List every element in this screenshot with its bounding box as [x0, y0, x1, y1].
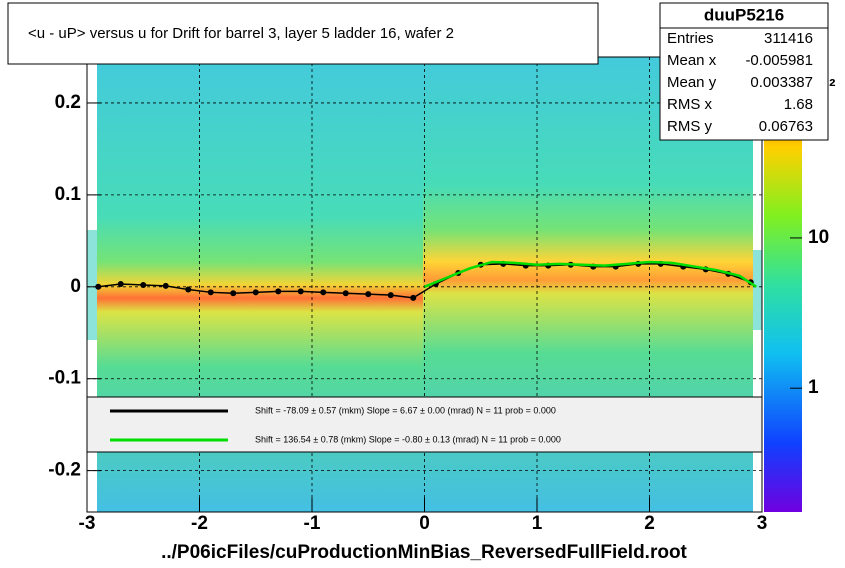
chart-title: <u - uP> versus u for Drift for barrel 3… — [28, 25, 454, 42]
profile-point — [342, 290, 349, 297]
x-tick-label: 2 — [644, 513, 655, 534]
x-tick-label: 3 — [757, 513, 768, 534]
x-axis-label: ../P06icFiles/cuProductionMinBias_Revers… — [161, 542, 687, 563]
z-tick-label: 1 — [808, 377, 819, 398]
stats-title: duuP5216 — [704, 5, 784, 24]
stats-value: 0.003387 — [750, 74, 813, 91]
legend-label: Shift = 136.54 ± 0.78 (mkm) Slope = -0.8… — [255, 434, 561, 444]
stats-value: 311416 — [764, 30, 813, 47]
stats-key: Mean x — [667, 52, 717, 69]
profile-point — [252, 289, 259, 296]
stats-key: Mean y — [667, 74, 717, 91]
stats-key: RMS x — [667, 96, 713, 113]
x-tick-label: -3 — [79, 513, 96, 534]
profile-point — [185, 286, 192, 293]
stats-value: 1.68 — [784, 96, 813, 113]
legend-label: Shift = -78.09 ± 0.57 (mkm) Slope = 6.67… — [255, 405, 556, 415]
y-tick-label: 0.1 — [55, 184, 82, 205]
stats-key: RMS y — [667, 118, 713, 135]
profile-point — [410, 294, 417, 301]
profile-point — [320, 289, 327, 296]
profile-point — [117, 281, 124, 288]
title-box — [7, 2, 599, 65]
profile-point — [275, 288, 282, 295]
stats-key: Entries — [667, 30, 714, 47]
y-tick-label: 0 — [70, 276, 81, 297]
profile-point — [387, 292, 394, 299]
x-tick-label: -2 — [191, 513, 208, 534]
z-tick-label: 10 — [808, 227, 829, 248]
legend-box — [86, 396, 763, 453]
series-line — [424, 260, 758, 288]
x-tick-label: -1 — [304, 513, 321, 534]
profile-point — [230, 290, 237, 297]
y-tick-label: 0.2 — [55, 92, 81, 113]
y-tick-label: -0.1 — [48, 368, 81, 389]
profile-point — [365, 291, 372, 298]
stats-value: -0.005981 — [745, 52, 813, 69]
x-tick-label: 1 — [532, 513, 543, 534]
profile-point — [140, 281, 147, 288]
heatmap-edge — [753, 250, 762, 330]
heatmap-edge — [87, 230, 97, 340]
profile-point — [162, 282, 169, 289]
stats-value: 0.06763 — [759, 118, 813, 135]
profile-point — [297, 288, 304, 295]
x-tick-label: 0 — [419, 513, 430, 534]
stats-box — [659, 2, 829, 141]
y-tick-label: -0.2 — [48, 460, 81, 481]
profile-point — [207, 289, 214, 296]
